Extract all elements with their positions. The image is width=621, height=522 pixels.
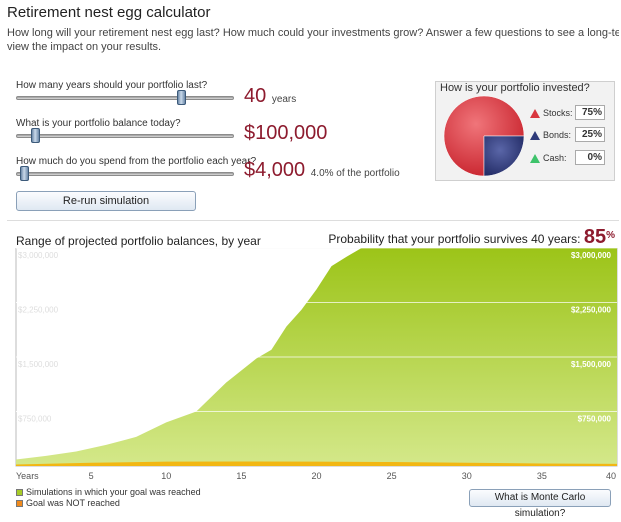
years-slider-track[interactable] bbox=[16, 96, 234, 100]
legend-label-not-reached: Goal was NOT reached bbox=[26, 498, 120, 508]
bonds-triangle-icon bbox=[530, 131, 540, 140]
pie-slice-bonds bbox=[483, 135, 525, 177]
years-label: How many years should your portfolio las… bbox=[16, 80, 208, 91]
probability-value: 85 bbox=[583, 226, 607, 248]
bonds-label: Bonds: bbox=[543, 130, 572, 140]
section-divider bbox=[7, 220, 619, 221]
intro-line-1: How long will your retirement nest egg l… bbox=[7, 27, 619, 39]
allocation-panel: How is your portfolio invested? Stocks: … bbox=[435, 81, 615, 181]
allocation-title: How is your portfolio invested? bbox=[440, 82, 590, 94]
x-tick-label: 20 bbox=[311, 471, 321, 481]
legend-swatch-reached bbox=[16, 489, 23, 496]
legend-item-not-reached: Goal was NOT reached bbox=[16, 498, 120, 508]
spend-value: $4,000 bbox=[244, 159, 306, 181]
y-tick-label: $3,000,000 bbox=[571, 251, 612, 260]
spend-value-display: $4,000 4.0% of the portfolio bbox=[244, 159, 400, 182]
balance-slider-track[interactable] bbox=[16, 134, 234, 138]
y-tick-label: $1,500,000 bbox=[571, 360, 612, 369]
area-goal-not-reached bbox=[16, 461, 617, 466]
balance-slider-handle[interactable] bbox=[30, 128, 40, 143]
years-value-display: 40 years bbox=[244, 85, 296, 108]
cash-input[interactable]: 0% bbox=[575, 150, 605, 165]
x-tick-label: 10 bbox=[161, 471, 171, 481]
x-tick-label: 5 bbox=[89, 471, 94, 481]
balance-value: $100,000 bbox=[244, 122, 328, 144]
chart-title: Range of projected portfolio balances, b… bbox=[16, 234, 261, 248]
survival-probability: Probability that your portfolio survives… bbox=[328, 226, 615, 249]
stocks-triangle-icon bbox=[530, 109, 540, 118]
spend-note: 4.0% of the portfolio bbox=[310, 168, 400, 179]
spend-slider-track[interactable] bbox=[16, 172, 234, 176]
allocation-pie-chart bbox=[443, 95, 525, 177]
x-axis-label: Years bbox=[16, 471, 39, 481]
y-tick-label-left: $3,000,000 bbox=[18, 251, 59, 260]
balance-label: What is your portfolio balance today? bbox=[16, 118, 181, 129]
legend-item-reached: Simulations in which your goal was reach… bbox=[16, 487, 201, 497]
page-title: Retirement nest egg calculator bbox=[7, 4, 211, 21]
years-slider-handle[interactable] bbox=[176, 90, 186, 105]
probability-unit: % bbox=[606, 230, 615, 241]
y-tick-label: $2,250,000 bbox=[571, 306, 612, 315]
y-tick-label-left: $2,250,000 bbox=[18, 306, 59, 315]
probability-label: Probability that your portfolio survives… bbox=[328, 232, 581, 246]
years-unit: years bbox=[271, 94, 297, 105]
y-tick-label-left: $750,000 bbox=[18, 415, 52, 424]
portfolio-projection-chart: $750,000 $750,000 $1,500,000 $1,500,000 $2,2… bbox=[15, 248, 618, 481]
bonds-input[interactable]: 25% bbox=[575, 127, 605, 142]
stocks-input[interactable]: 75% bbox=[575, 105, 605, 120]
spend-slider-handle[interactable] bbox=[20, 166, 30, 181]
cash-triangle-icon bbox=[530, 154, 540, 163]
intro-line-2: view the impact on your results. bbox=[7, 41, 162, 53]
cash-label: Cash: bbox=[543, 153, 567, 163]
x-tick-label: 30 bbox=[462, 471, 472, 481]
y-tick-label-left: $1,500,000 bbox=[18, 360, 59, 369]
x-tick-label: 35 bbox=[537, 471, 547, 481]
legend-swatch-not-reached bbox=[16, 500, 23, 507]
intro-text: How long will your retirement nest egg l… bbox=[7, 26, 619, 54]
stocks-label: Stocks: bbox=[543, 108, 573, 118]
spend-label: How much do you spend from the portfolio… bbox=[16, 156, 257, 167]
x-tick-label: 25 bbox=[387, 471, 397, 481]
monte-carlo-info-button[interactable]: What is Monte Carlo simulation? bbox=[469, 489, 611, 519]
rerun-simulation-button[interactable]: Re-run simulation bbox=[16, 191, 196, 211]
x-tick-label: 15 bbox=[236, 471, 246, 481]
x-tick-label: 40 bbox=[606, 471, 616, 481]
legend-label-reached: Simulations in which your goal was reach… bbox=[26, 487, 201, 497]
years-value: 40 bbox=[244, 85, 267, 107]
y-tick-label: $750,000 bbox=[578, 415, 612, 424]
